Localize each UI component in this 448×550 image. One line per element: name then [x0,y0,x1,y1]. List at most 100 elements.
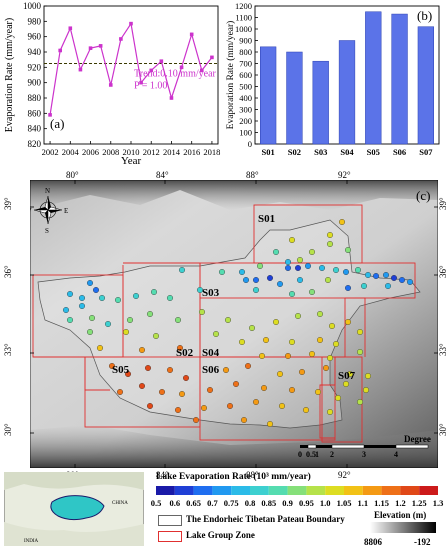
lake-point [182,374,189,381]
lake-point [138,346,145,353]
lat-label-left: 36° [3,265,13,278]
lake-point [289,386,296,393]
lake-point [319,264,326,271]
lat-label-left: 39° [3,197,13,210]
colorbar-title: Lake Evaporation Rate (10³ mm/year) [156,472,311,482]
northern-basin-shading [30,180,438,210]
lon-label-bottom: 88° [246,470,259,478]
category-label: S05 [367,147,380,157]
lake-point [361,282,368,289]
lake-point [124,370,131,377]
map-graticule-labels: 80° 84° 88° 92° 80° 84° 88° 92° 39° 36° … [3,170,448,478]
y-tick-label: 1000 [23,1,42,11]
bar [312,60,329,145]
lake-point [252,276,259,283]
x-tick-label: 2006 [82,147,99,157]
plateau-boundary [37,219,421,429]
lon-label-top: 92° [338,170,351,180]
data-point [139,80,143,85]
lake-point [343,268,350,275]
scale-tick: 2 [330,450,334,459]
lake-point [93,286,100,293]
colorbar-tick-label: 0.75 [224,498,239,508]
data-point [98,44,103,48]
bar [260,46,277,145]
lake-point [87,279,94,286]
lake-point [365,372,372,379]
lake-point [309,288,316,295]
lake-point [152,332,159,339]
map-canvas: S01 S02 S03 S04 S05 S06 S07 N S E W [25,179,439,469]
colorbar-tick-label: 0.65 [186,498,201,508]
lake-point [206,386,213,393]
y-tick-label: 840 [28,124,42,134]
lake-point [278,402,285,409]
colorbar-tick-label: 1.05 [337,498,352,508]
boundary-legend-swatch [158,515,182,526]
category-label: S06 [393,147,406,157]
category-label: S02 [288,147,301,157]
x-tick-label: 2008 [102,147,119,157]
lake-point [276,280,283,287]
panel-tag-a: (a) [50,116,64,131]
y-tick-label: 200 [239,116,252,126]
x-tick-label: 2010 [123,147,140,157]
colorbar-swatch [381,486,401,495]
y-tick-label: 920 [28,62,42,72]
colorbar-tick-label: 0.7 [207,498,218,508]
y-tick-label: 700 [239,59,252,69]
data-point [169,96,174,100]
lake-point [305,262,312,269]
colorbar-swatch [193,486,213,495]
lake-point [289,237,296,244]
lake-point [79,294,86,301]
data-point [189,32,194,37]
lat-label-left: 30° [3,423,13,436]
elevation-max: 8806 [364,537,382,547]
lake-point [266,420,273,427]
lake-point [345,284,352,291]
y-tick-label: 900 [239,36,252,46]
zone-label-s04: S04 [202,347,220,359]
lake-point [327,232,334,239]
lake-point [63,306,70,313]
graticule-ticks [30,180,438,468]
elevation-title: Elevation (m) [374,510,427,520]
lake-point [284,264,291,271]
y-tick-label: 600 [239,70,252,80]
lake-point [385,282,392,289]
category-label: S01 [262,147,275,157]
lake-point [333,266,340,273]
colorbar-tick-label: 1.3 [433,498,444,508]
data-point [88,46,93,50]
y-tick-label: 960 [28,32,42,42]
colorbar-swatch [212,486,232,495]
lake-point [258,352,265,359]
lake-point [242,276,249,283]
lake-point [87,328,94,335]
data-point [119,37,123,41]
lake-point [166,294,173,301]
lake-point [325,276,332,283]
y-tick-label: 980 [28,16,42,26]
y-tick-label: 900 [28,78,42,88]
y-tick-label: 1200 [235,1,252,11]
colorbar-swatch [287,486,307,495]
y-tick-label: 880 [28,93,42,103]
p-annotation: P = 1.00 [134,81,167,92]
map-panel-c: S01 S02 S03 S04 S05 S06 S07 N S E W [25,179,439,469]
data-point [179,65,184,70]
lake-point [303,406,310,413]
lake-point [327,408,334,415]
y-tick-label: 860 [28,108,42,118]
inset-plateau-shape [50,495,105,521]
lake-point [244,362,251,369]
lon-label-top: 88° [246,170,259,180]
data-point [129,21,133,26]
x-tick-label: 2002 [42,147,59,157]
category-label: S04 [340,147,354,157]
lake-point [399,276,406,283]
lake-point [262,336,269,343]
lake-point [150,288,157,295]
